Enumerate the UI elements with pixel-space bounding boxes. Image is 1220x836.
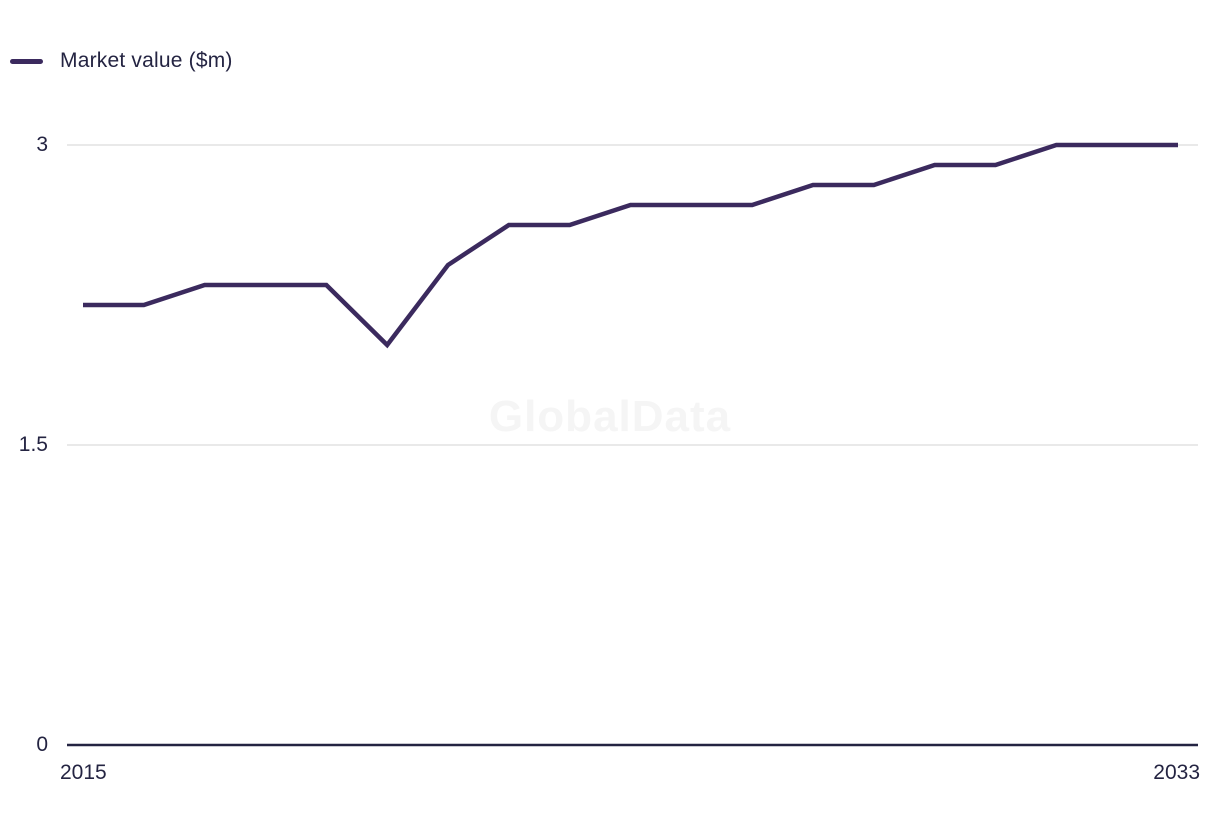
- y-axis-label: 1.5: [18, 433, 48, 456]
- y-axis-label: 0: [36, 733, 48, 756]
- legend-label: Market value ($m): [60, 49, 233, 72]
- x-axis-label-start: 2015: [60, 761, 107, 784]
- gridlines: [67, 144, 1198, 747]
- legend-line-swatch: [10, 58, 43, 64]
- x-axis-label-end: 2033: [1153, 761, 1200, 784]
- legend: Market value ($m): [10, 48, 233, 74]
- y-axis-label: 3: [36, 133, 48, 156]
- market-value-line: [83, 142, 1178, 349]
